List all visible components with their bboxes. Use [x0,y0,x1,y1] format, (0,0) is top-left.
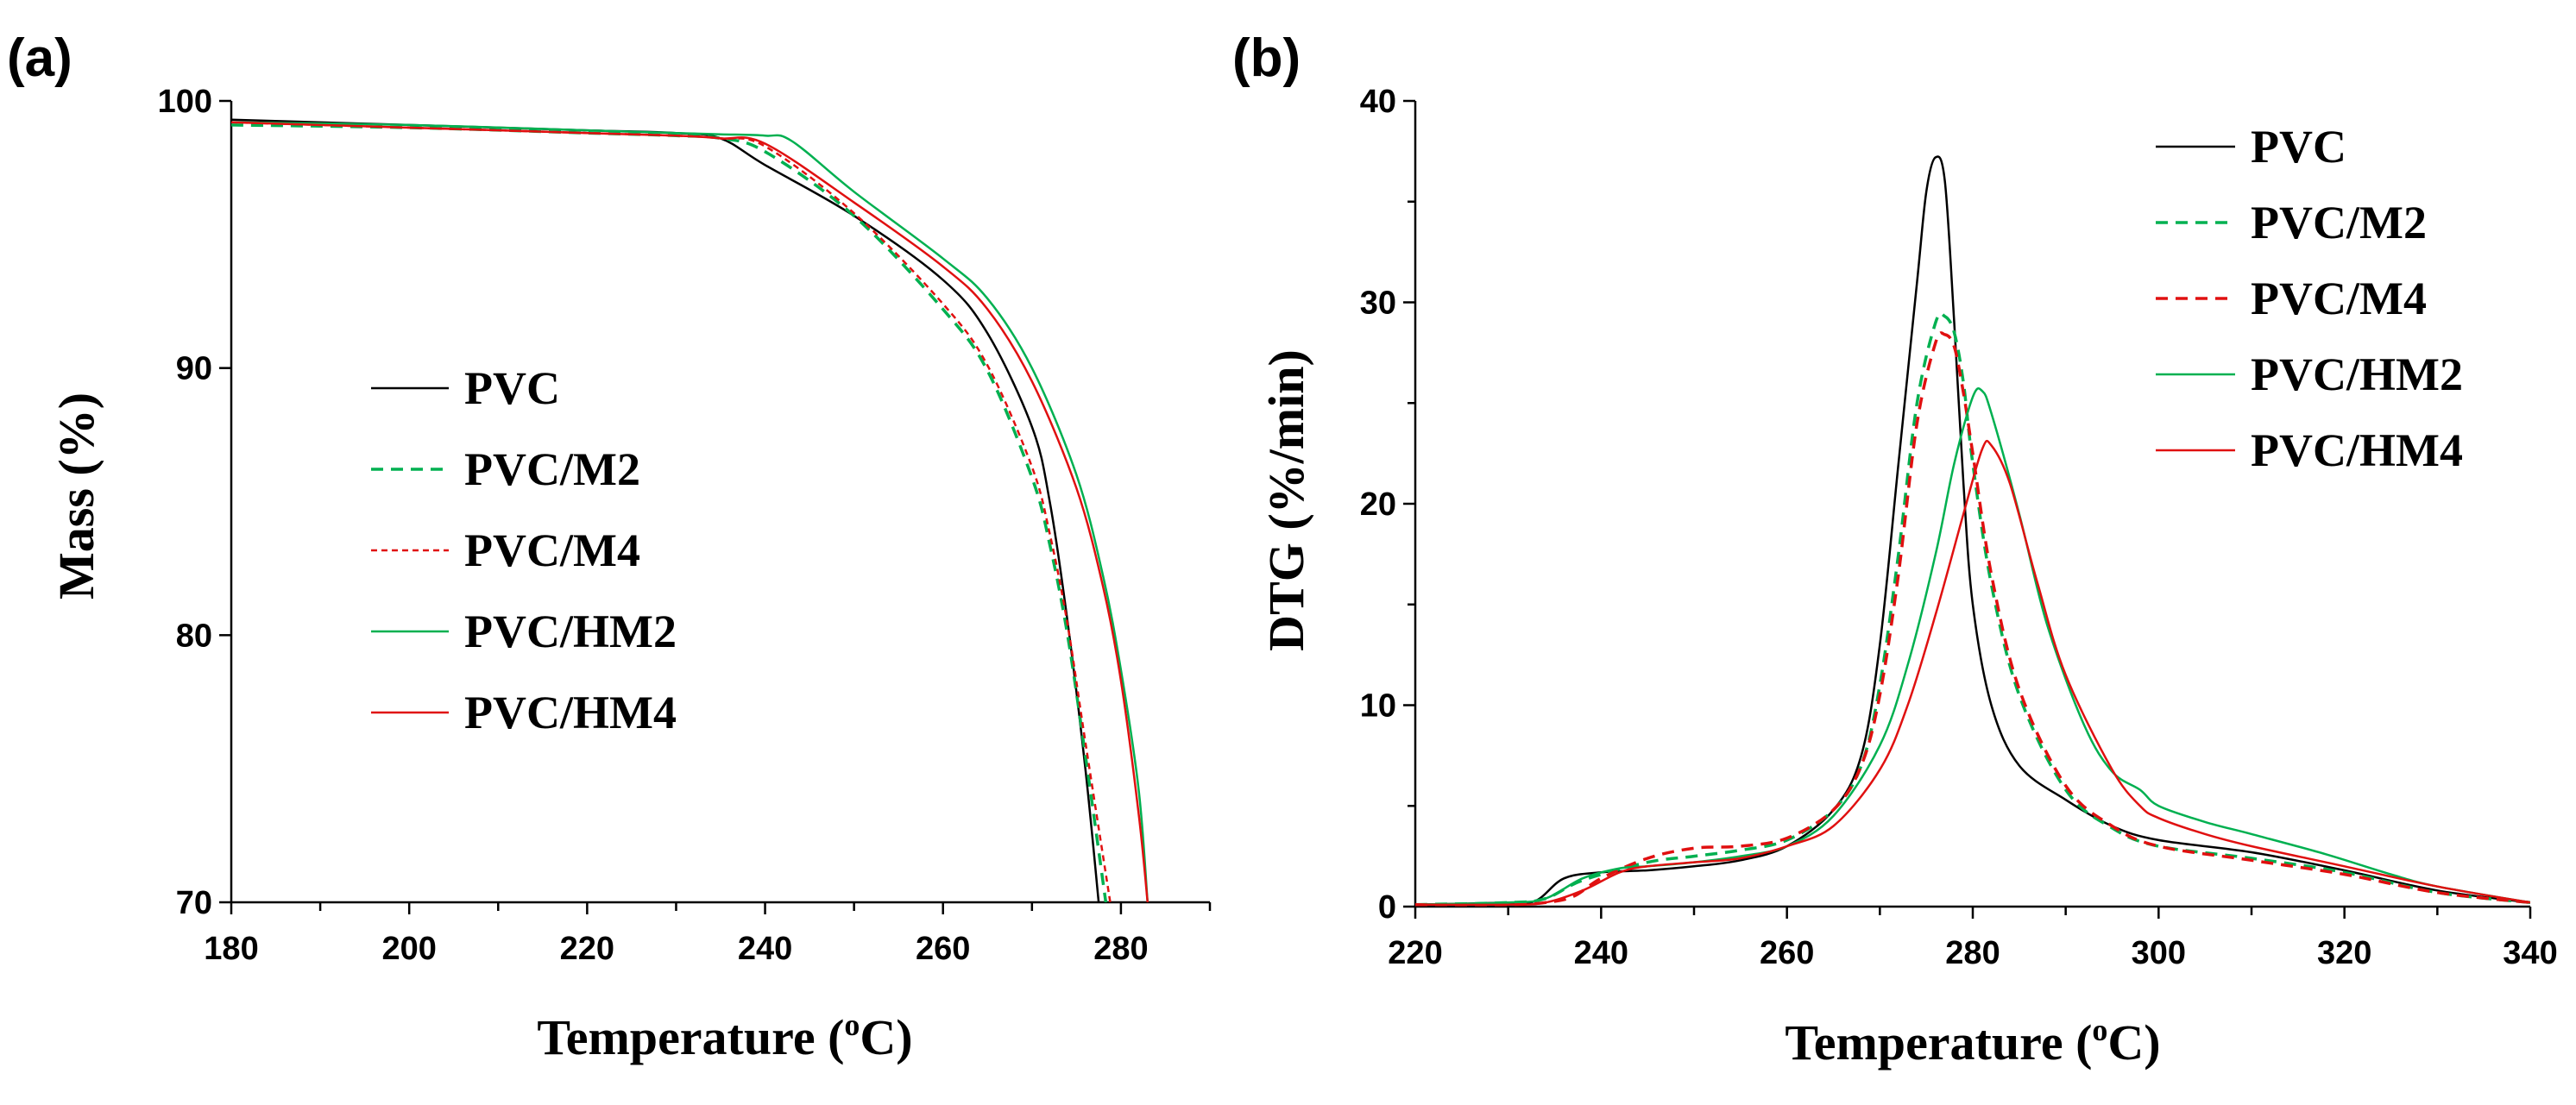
x-tick-label: 280 [1945,935,2000,971]
x-tick-label: 320 [2317,935,2371,971]
x-tick-label: 260 [1760,935,1814,971]
legend-label: PVC/M2 [464,443,640,495]
y-tick-label: 10 [1360,688,1396,725]
series-line-pvc-m2 [231,123,1108,902]
legend-label: PVC/HM2 [2251,348,2463,400]
panel-label-b: (b) [1232,28,1301,88]
y-tick-label: 0 [1378,889,1396,926]
x-axis-title-sup: o [2092,1013,2107,1047]
x-tick-label: 240 [738,931,792,967]
panel-a-chart: (a) 180 200 220 240 260 280 70 80 90 100 Temperatur… [7,28,1212,1065]
panel-label-a: (a) [7,28,72,88]
x-axis-title-post: C) [860,1009,912,1065]
x-axis-title-sup: o [844,1008,860,1042]
x-tick-label: 220 [1388,935,1442,971]
legend-label: PVC/M4 [464,524,640,576]
y-tick-label: 90 [176,351,212,387]
panel-b-chart: (b) 220 240 260 280 300 320 340 0 10 20 30 40 Tempera… [1232,28,2558,1070]
x-axis-title-post: C) [2107,1014,2160,1070]
y-tick-label: 30 [1360,286,1396,322]
series-line-pvc-hm2 [231,121,1149,902]
series-line-pvc-m4 [231,121,1112,902]
legend-label: PVC/M2 [2251,197,2427,248]
y-tick-label: 40 [1360,84,1396,120]
legend-label: PVC/M4 [2251,273,2427,324]
x-tick-label: 340 [2503,935,2557,971]
y-tick-label: 100 [158,84,212,120]
x-axis-title-pre: Temperature ( [537,1009,844,1065]
legend-label: PVC/HM4 [464,687,677,738]
legend-label: PVC/HM2 [464,606,677,657]
series-line-pvc-m4 [1415,331,2530,907]
y-axis-title: DTG (%/min) [1258,349,1314,651]
legend-label: PVC [2251,121,2346,173]
x-axis-title: Temperature (oC) [537,1008,912,1065]
x-tick-label: 180 [204,931,258,967]
x-tick-label: 200 [381,931,436,967]
x-tick-label: 280 [1093,931,1148,967]
series-line-pvc-hm4 [1415,439,2530,907]
series-line-pvc [231,118,1100,902]
series-line-pvc-hm4 [231,121,1149,902]
y-tick-label: 80 [176,618,212,654]
legend-label: PVC/HM4 [2251,424,2463,476]
y-axis-title: Mass (%) [48,392,104,600]
x-tick-label: 220 [560,931,614,967]
x-axis-title: Temperature (oC) [1785,1013,2160,1070]
x-axis-title-pre: Temperature ( [1785,1014,2092,1070]
x-tick-label: 240 [1574,935,1628,971]
x-tick-label: 300 [2132,935,2186,971]
x-tick-label: 260 [916,931,970,967]
y-tick-label: 20 [1360,487,1396,523]
series-line-pvc [1415,155,2530,906]
y-tick-label: 70 [176,885,212,921]
legend-label: PVC [464,362,560,414]
